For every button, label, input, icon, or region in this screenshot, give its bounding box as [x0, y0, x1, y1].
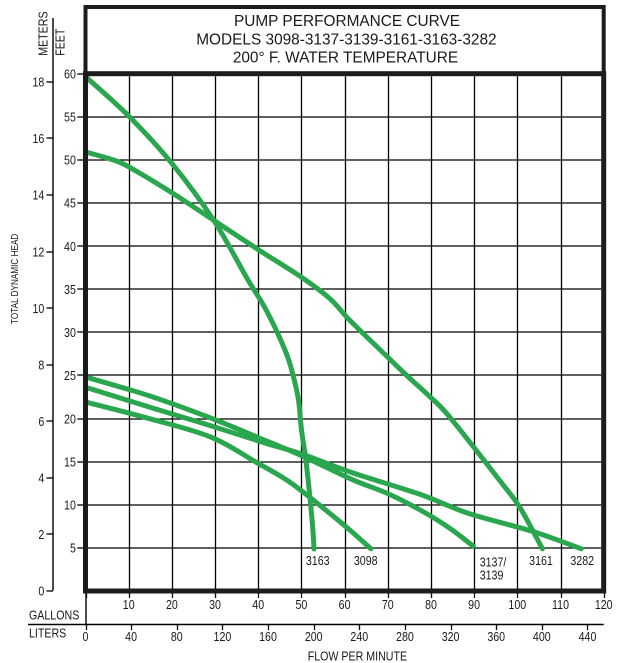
svg-text:80: 80: [171, 629, 183, 644]
svg-text:3098: 3098: [354, 553, 378, 568]
svg-text:FEET: FEET: [52, 29, 67, 56]
svg-text:240: 240: [350, 629, 368, 644]
svg-text:16: 16: [32, 131, 44, 146]
svg-text:60: 60: [64, 66, 76, 81]
svg-text:4: 4: [38, 471, 44, 486]
svg-text:LITERS: LITERS: [29, 626, 66, 641]
svg-text:70: 70: [382, 597, 394, 612]
svg-text:45: 45: [64, 196, 76, 211]
svg-text:35: 35: [64, 282, 76, 297]
svg-text:2: 2: [38, 527, 44, 542]
svg-text:FLOW PER MINUTE: FLOW PER MINUTE: [308, 649, 407, 663]
svg-text:100: 100: [508, 597, 526, 612]
svg-text:3139: 3139: [480, 568, 504, 583]
svg-text:400: 400: [533, 629, 551, 644]
svg-text:120: 120: [595, 597, 613, 612]
svg-text:PUMP PERFORMANCE CURVE: PUMP PERFORMANCE CURVE: [234, 13, 460, 30]
svg-text:440: 440: [579, 629, 597, 644]
svg-text:3161: 3161: [529, 553, 553, 568]
svg-text:20: 20: [166, 597, 178, 612]
svg-text:0: 0: [38, 584, 44, 599]
svg-text:3282: 3282: [570, 553, 594, 568]
svg-text:3137/: 3137/: [480, 554, 507, 569]
svg-text:5: 5: [70, 541, 76, 556]
svg-text:3163: 3163: [306, 553, 330, 568]
svg-text:50: 50: [64, 153, 76, 168]
svg-text:50: 50: [295, 597, 307, 612]
svg-text:6: 6: [38, 414, 44, 429]
svg-text:10: 10: [64, 497, 76, 512]
svg-text:200° F. WATER TEMPERATURE: 200° F. WATER TEMPERATURE: [233, 50, 458, 67]
svg-text:110: 110: [552, 597, 569, 612]
svg-text:25: 25: [64, 368, 76, 383]
svg-text:14: 14: [32, 188, 44, 203]
svg-text:30: 30: [64, 325, 76, 340]
svg-text:80: 80: [425, 597, 437, 612]
svg-text:TOTAL DYNAMIC HEAD: TOTAL DYNAMIC HEAD: [9, 233, 20, 324]
svg-text:12: 12: [32, 244, 44, 259]
svg-text:20: 20: [64, 411, 76, 426]
svg-text:METERS: METERS: [35, 11, 50, 55]
svg-text:40: 40: [64, 239, 76, 254]
svg-text:90: 90: [468, 597, 480, 612]
svg-text:10: 10: [32, 301, 44, 316]
svg-text:160: 160: [259, 629, 277, 644]
svg-text:360: 360: [487, 629, 505, 644]
svg-text:320: 320: [442, 629, 460, 644]
svg-text:15: 15: [64, 454, 76, 469]
svg-text:60: 60: [339, 597, 351, 612]
svg-text:55: 55: [64, 109, 76, 124]
svg-text:GALLONS: GALLONS: [29, 607, 79, 622]
svg-text:280: 280: [396, 629, 414, 644]
svg-text:120: 120: [214, 629, 232, 644]
svg-text:MODELS 3098-3137-3139-3161-316: MODELS 3098-3137-3139-3161-3163-3282: [196, 31, 496, 48]
svg-text:30: 30: [209, 597, 221, 612]
svg-text:40: 40: [125, 629, 137, 644]
svg-text:40: 40: [252, 597, 264, 612]
svg-text:8: 8: [38, 357, 44, 372]
svg-text:0: 0: [83, 629, 89, 644]
svg-text:200: 200: [305, 629, 323, 644]
svg-text:18: 18: [32, 74, 44, 89]
svg-text:10: 10: [123, 597, 135, 612]
